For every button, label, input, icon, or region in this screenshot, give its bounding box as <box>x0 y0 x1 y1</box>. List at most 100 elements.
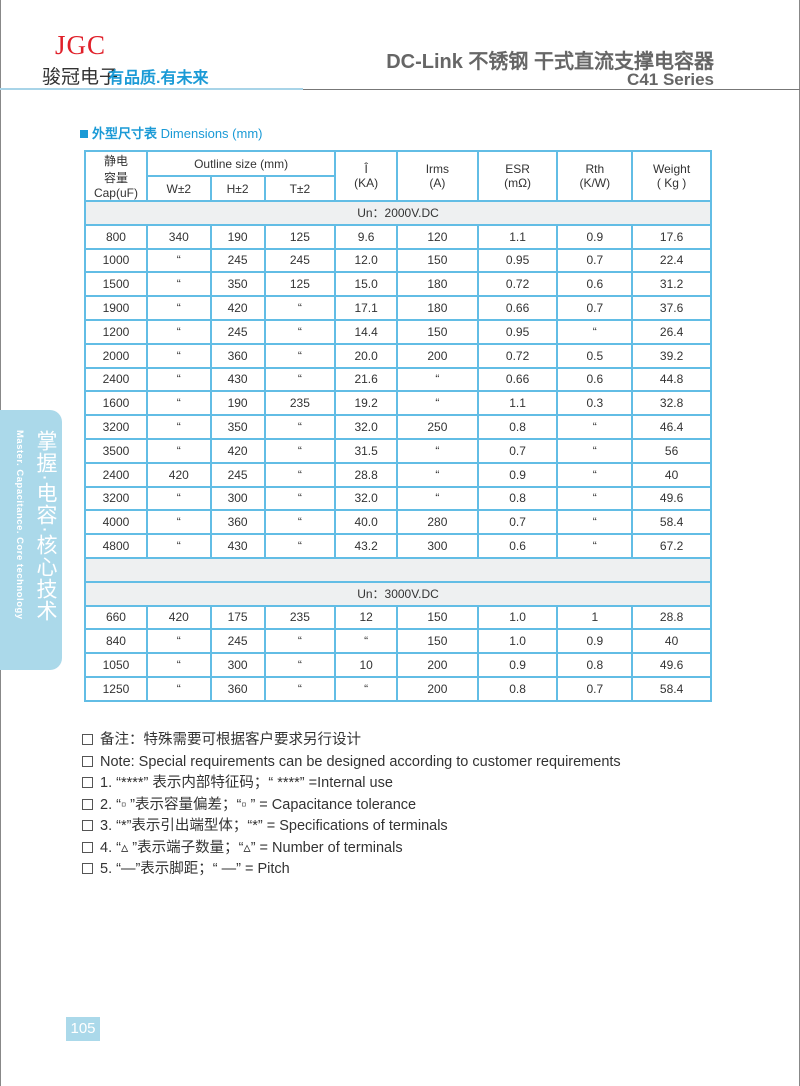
table-cell: 56 <box>631 437 712 464</box>
table-cell: 430 <box>209 366 266 393</box>
note-text: 1. “****” 表示内部特征码；“ ****” =Internal use <box>100 775 393 791</box>
table-cell: “ <box>145 437 212 464</box>
header-rth: Rth (K/W) <box>556 150 634 202</box>
company-name: 骏冠电子 <box>42 67 119 88</box>
table-cell: 0.9 <box>556 628 634 655</box>
table-cell: 1 <box>556 604 634 631</box>
table-row: 1000 “245 245 12.0 150 0.95 0.7 22.4 <box>84 247 712 274</box>
voltage-label: Un：3000V.DC <box>84 580 712 607</box>
table-cell: “ <box>396 437 479 464</box>
table-cell: 300 <box>209 485 266 512</box>
table-cell: 2000 <box>84 342 148 369</box>
table-cell: 250 <box>396 414 479 440</box>
table-row: 3200 “350 “32.0 250 0.8 “46.4 <box>84 414 712 440</box>
table-cell: 245 <box>263 247 337 274</box>
table-cell: “ <box>145 342 212 369</box>
side-tab-cn: 掌握·电容·核心技术 <box>34 430 57 622</box>
table-cell: “ <box>556 414 634 440</box>
note-text: 备注：特殊需要可根据客户要求另行设计 <box>100 732 361 748</box>
table-cell: 0.6 <box>556 366 634 393</box>
table-cell: “ <box>556 485 634 512</box>
table-cell: 21.6 <box>334 366 399 393</box>
spacer-cell <box>84 556 712 583</box>
table-cell: “ <box>263 652 337 678</box>
table-cell: 1.0 <box>476 628 559 655</box>
section-title-en: Dimensions (mm) <box>160 126 263 141</box>
checkbox-icon <box>82 841 93 853</box>
table-cell: “ <box>556 533 634 559</box>
table-cell: 43.2 <box>334 533 399 559</box>
table-cell: 300 <box>396 533 479 559</box>
header-irms: Irms (A) <box>396 150 479 202</box>
table-cell: 245 <box>209 318 266 345</box>
table-cell: 200 <box>396 342 479 369</box>
table-cell: “ <box>556 461 634 488</box>
table-cell: 245 <box>209 628 266 655</box>
header-divider <box>0 88 303 90</box>
table-cell: 1050 <box>84 652 148 678</box>
table-cell: “ <box>556 437 634 464</box>
square-bullet-icon <box>80 130 88 138</box>
table-cell: 0.9 <box>476 461 559 488</box>
section-heading: 外型尺寸表 Dimensions (mm) <box>80 123 262 142</box>
table-cell: 0.66 <box>476 366 559 393</box>
note-item: 2. “▫ ”表示容量偏差；“▫ ” = Capacitance toleran… <box>82 795 621 817</box>
header-weight: Weight( Kg ) <box>631 150 712 202</box>
header-row: 静电 容量 Cap(uF) Outline size (mm) Î (KA) Irms… <box>84 150 712 202</box>
table-cell: “ <box>145 414 212 440</box>
table-cell: 32.0 <box>334 485 399 512</box>
table-cell: “ <box>145 485 212 512</box>
note-item: Note: Special requirements can be design… <box>82 752 621 774</box>
table-cell: 17.1 <box>334 295 399 321</box>
table-cell: 1200 <box>84 318 148 345</box>
table-cell: 67.2 <box>631 533 712 559</box>
table-row: 1200 “245 “14.4 150 0.95 “26.4 <box>84 318 712 345</box>
page-title: DC-Link 不锈钢 干式直流支撑电容器 <box>386 51 714 73</box>
table-cell: 200 <box>396 652 479 678</box>
table-cell: 350 <box>209 271 266 298</box>
table-row: 660 420 175 235 12 150 1.0 1 28.8 <box>84 604 712 631</box>
slogan: 有品质.有未来 <box>108 70 209 87</box>
table-cell: 0.7 <box>476 509 559 536</box>
table-cell: 0.7 <box>556 675 634 702</box>
table-cell: 1250 <box>84 675 148 702</box>
table-row: 4800 “430 “43.2 300 0.6 “67.2 <box>84 533 712 559</box>
table-cell: 3200 <box>84 414 148 440</box>
dimensions-table: 静电 容量 Cap(uF) Outline size (mm) Î (KA) Irms… <box>84 150 712 702</box>
table-cell: 430 <box>209 533 266 559</box>
table-cell: 0.8 <box>556 652 634 678</box>
table-cell: “ <box>145 533 212 559</box>
table-cell: 1500 <box>84 271 148 298</box>
table-cell: 37.6 <box>631 295 712 321</box>
checkbox-icon <box>82 755 93 767</box>
checkbox-icon <box>82 863 93 874</box>
table-cell: 360 <box>209 509 266 536</box>
checkbox-icon <box>82 777 93 788</box>
table-cell: “ <box>145 318 212 345</box>
table-row: 1250 “360 ““200 0.8 0.7 58.4 <box>84 675 712 702</box>
table-cell: 0.9 <box>476 652 559 678</box>
table-cell: 31.2 <box>631 271 712 298</box>
table-cell: 200 <box>396 675 479 702</box>
table-row: 3200 “300 “32.0 “0.8 “49.6 <box>84 485 712 512</box>
table-cell: 175 <box>209 604 266 631</box>
voltage-group-row: Un：2000V.DC <box>84 200 712 226</box>
table-cell: 1.1 <box>476 390 559 417</box>
spacer-row <box>84 556 712 583</box>
table-cell: 245 <box>209 461 266 488</box>
table-cell: 20.0 <box>334 342 399 369</box>
table-cell: 1.0 <box>476 604 559 631</box>
table-cell: 0.9 <box>556 223 634 250</box>
table-cell: “ <box>145 509 212 536</box>
table-cell: 180 <box>396 295 479 321</box>
table-cell: 58.4 <box>631 509 712 536</box>
series-title: C41 Series <box>627 70 714 89</box>
table-cell: 0.7 <box>476 437 559 464</box>
table-cell: 150 <box>396 318 479 345</box>
note-item: 备注：特殊需要可根据客户要求另行设计 <box>82 730 621 752</box>
table-cell: 0.66 <box>476 295 559 321</box>
table-cell: 2400 <box>84 461 148 488</box>
table-cell: “ <box>263 366 337 393</box>
table-cell: “ <box>556 318 634 345</box>
table-cell: 180 <box>396 271 479 298</box>
